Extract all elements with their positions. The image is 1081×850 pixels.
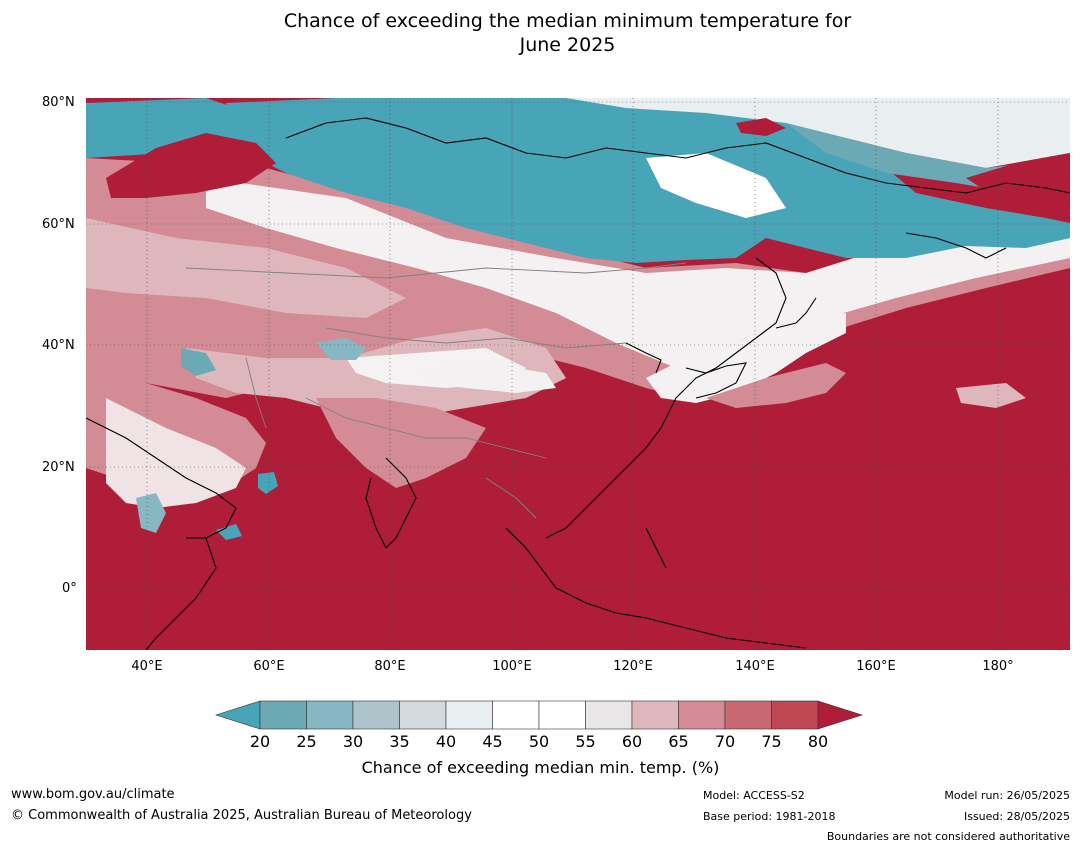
colorbar-box-75-80 (771, 700, 819, 730)
footer-copyright: © Commonwealth of Australia 2025, Austra… (11, 808, 472, 823)
map-canvas (86, 98, 1070, 650)
footer-model: Model: ACCESS-S2 (703, 789, 805, 802)
colorbar-segments (215, 700, 863, 730)
northern-eurasia-white-band (206, 178, 1070, 368)
colorbar-extend-low (215, 700, 261, 730)
colorbar-box-50-55 (538, 700, 586, 730)
scandinavia-high-chance-region (106, 133, 276, 198)
footer-issued: Issued: 28/05/2025 (963, 810, 1070, 823)
colorbar-tick-50: 50 (528, 732, 550, 751)
lat-label-80n: 80°N (42, 95, 75, 110)
lat-label-equator: 0° (62, 581, 77, 596)
colorbar-tick-75: 75 (761, 732, 782, 751)
north-pacific-pink-region (706, 363, 846, 408)
arabia-teal-patch (136, 493, 166, 533)
footer-model-run: Model run: 26/05/2025 (944, 789, 1070, 802)
lon-label-160e: 160°E (856, 659, 896, 674)
map-title-line1: Chance of exceeding the median minimum t… (283, 10, 852, 32)
lat-label-40n: 40°N (42, 338, 75, 353)
lon-label-180: 180° (982, 659, 1014, 674)
siberia-interior-white-patch (646, 153, 786, 218)
india-tibet-mixed-region (316, 398, 486, 488)
colorbar-box-55-60 (585, 700, 633, 730)
colorbar-tick-80: 80 (807, 732, 829, 751)
colorbar-box-65-70 (678, 700, 726, 730)
colorbar-box-40-45 (445, 700, 493, 730)
colorbar-box-45-50 (492, 700, 540, 730)
arctic-island-high-chance (736, 118, 786, 136)
colorbar-tick-45: 45 (482, 732, 503, 751)
lat-label-60n: 60°N (42, 217, 75, 232)
east-china-white-region (416, 363, 556, 393)
map-gridlines (86, 98, 1070, 650)
lon-label-40e: 40°E (131, 659, 163, 674)
colorbar-label: Chance of exceeding median min. temp. (%… (361, 758, 720, 777)
colorbar-tick-55: 55 (575, 732, 596, 751)
japan-white-region (646, 313, 846, 403)
colorbar (215, 700, 863, 730)
north-pacific-light-patch (956, 383, 1026, 408)
kamchatka-high-chance-region (966, 153, 1070, 213)
country-boundaries (185, 262, 687, 519)
colorbar-box-25-30 (306, 700, 354, 730)
arctic-coast-light-region (566, 98, 1070, 168)
colorbar-box-35-40 (399, 700, 447, 730)
arabian-sea-teal-spot (258, 472, 278, 494)
footer-url[interactable]: www.bom.gov.au/climate (11, 787, 175, 802)
colorbar-tick-30: 30 (342, 732, 364, 751)
coastlines (86, 117, 1070, 650)
western-arctic-teal (86, 98, 266, 158)
colorbar-box-20-25 (259, 700, 307, 730)
colorbar-tick-65: 65 (668, 732, 689, 751)
colorbar-box-30-35 (352, 700, 400, 730)
arabia-light-region (106, 398, 246, 508)
caspian-teal-patch (181, 348, 216, 376)
colorbar-tick-20: 20 (249, 732, 271, 751)
lon-label-80e: 80°E (374, 659, 406, 674)
colorbar-box-70-75 (724, 700, 772, 730)
forecast-map (86, 98, 1070, 650)
gulf-of-aden-teal-spot (216, 524, 242, 540)
lon-label-140e: 140°E (735, 659, 775, 674)
colorbar-box-60-65 (631, 700, 679, 730)
pamir-teal-patch (316, 338, 366, 360)
footer-disclaimer: Boundaries are not considered authoritat… (826, 830, 1070, 843)
colorbar-tick-25: 25 (296, 732, 317, 751)
lon-label-100e: 100°E (492, 659, 532, 674)
footer-base-period: Base period: 1981-2018 (703, 810, 836, 823)
northern-eurasia-lightpink-patches (86, 218, 406, 318)
colorbar-tick-70: 70 (714, 732, 736, 751)
lat-label-20n: 20°N (42, 460, 75, 475)
colorbar-tick-60: 60 (621, 732, 643, 751)
colorbar-extend-high (817, 700, 863, 730)
colorbar-tick-40: 40 (435, 732, 457, 751)
map-title-line2: June 2025 (519, 34, 616, 56)
lon-label-60e: 60°E (253, 659, 285, 674)
colorbar-tick-35: 35 (389, 732, 410, 751)
lon-label-120e: 120°E (613, 659, 653, 674)
